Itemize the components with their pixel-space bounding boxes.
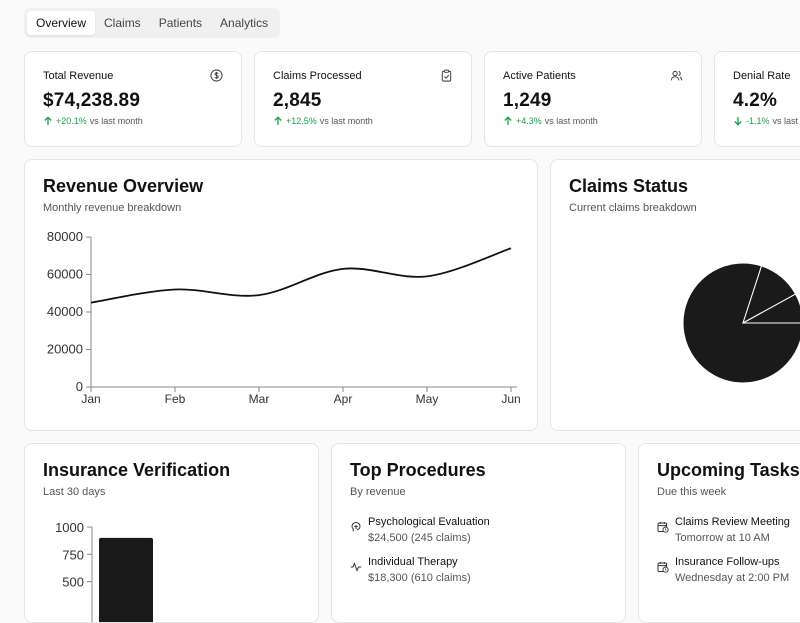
y-tick-label: 0 — [76, 379, 83, 394]
stat-change-suffix: vs last month — [544, 116, 598, 126]
stat-change-suffix: vs last month — [772, 116, 800, 126]
task-item[interactable]: Insurance Follow-ups Wednesday at 2:00 P… — [657, 555, 789, 585]
bar — [99, 537, 153, 622]
y-tick-label: 1000 — [55, 520, 84, 535]
y-tick-label: 500 — [62, 575, 84, 590]
task-detail: Wednesday at 2:00 PM — [675, 572, 790, 584]
task-item[interactable]: Claims Review Meeting Tomorrow at 10 AM — [657, 515, 790, 545]
revenue-series-line — [90, 247, 512, 304]
stat-label: Total Revenue — [43, 70, 114, 82]
card-subtitle: Current claims breakdown — [569, 202, 697, 214]
tab-patients[interactable]: Patients — [158, 16, 203, 30]
stat-change-percent: -1.1% — [746, 116, 770, 126]
arrow-up-icon — [274, 116, 282, 125]
card-subtitle: Due this week — [657, 486, 727, 498]
procedure-name: Individual Therapy — [368, 556, 458, 568]
x-tick-label: Jan — [81, 392, 100, 406]
stat-card-claims-processed: Claims Processed 2,845 +12.5% vs last mo… — [254, 51, 472, 147]
y-tick-label: 750 — [62, 547, 84, 562]
brain-icon — [351, 522, 361, 532]
dollar-circle-icon — [210, 69, 223, 82]
stat-card-total-revenue: Total Revenue $74,238.89 +20.1% vs last … — [24, 51, 242, 147]
y-tick-label: 60000 — [47, 267, 83, 282]
stat-change: +4.3% vs last month — [503, 116, 598, 126]
stat-value: $74,238.89 — [43, 90, 141, 111]
stat-change-suffix: vs last month — [319, 116, 373, 126]
stat-change: +20.1% vs last month — [43, 116, 143, 126]
card-subtitle: Monthly revenue breakdown — [43, 202, 182, 214]
task-name: Claims Review Meeting — [675, 516, 790, 528]
stat-card-denial-rate: Denial Rate 4.2% -1.1% vs last month — [714, 51, 800, 147]
x-tick-label: Feb — [165, 392, 186, 406]
arrow-up-icon — [504, 116, 512, 125]
stat-label: Claims Processed — [273, 70, 362, 82]
tab-bar: Overview Claims Patients Analytics — [24, 8, 281, 38]
calendar-clock-icon — [657, 522, 669, 533]
stat-card-active-patients: Active Patients 1,249 +4.3% vs last mont… — [484, 51, 702, 147]
y-tick-label: 80000 — [47, 229, 83, 244]
card-title: Top Procedures — [350, 460, 486, 480]
card-subtitle: Last 30 days — [43, 486, 106, 498]
task-name: Insurance Follow-ups — [675, 556, 780, 568]
revenue-line-chart: 0 20000 40000 60000 80000 Jan Feb Mar Apr May Jun — [47, 229, 521, 406]
card-title: Claims Status — [569, 176, 689, 196]
arrow-down-icon — [734, 117, 742, 126]
pie-slice — [682, 262, 800, 384]
stat-change: -1.1% vs last month — [733, 116, 800, 126]
tab-analytics[interactable]: Analytics — [220, 16, 269, 30]
stat-change-percent: +12.5% — [286, 116, 317, 126]
stat-value: 2,845 — [273, 90, 322, 111]
calendar-clock-icon — [657, 562, 669, 573]
procedure-item[interactable]: Psychological Evaluation $24,500 (245 cl… — [350, 515, 490, 545]
clipboard-check-icon — [441, 69, 452, 82]
y-tick-label: 20000 — [47, 342, 83, 357]
insurance-bar-chart: 1000 750 500 — [55, 520, 153, 622]
stat-change-suffix: vs last month — [89, 116, 143, 126]
revenue-overview-card: Revenue Overview Monthly revenue breakdo… — [24, 159, 538, 431]
upcoming-tasks-card: Upcoming Tasks Due this week Claims Revi… — [638, 443, 800, 623]
claims-pie-chart — [682, 262, 800, 384]
arrow-up-icon — [44, 116, 52, 125]
stat-label: Denial Rate — [733, 70, 791, 82]
stat-change-percent: +20.1% — [56, 116, 87, 126]
x-tick-label: Mar — [249, 392, 270, 406]
task-detail: Tomorrow at 10 AM — [675, 532, 770, 544]
stat-value: 1,249 — [503, 90, 552, 111]
stat-change-percent: +4.3% — [516, 116, 542, 126]
tab-overview[interactable]: Overview — [27, 11, 96, 35]
procedure-detail: $24,500 (245 claims) — [368, 532, 471, 544]
pie-slice — [742, 293, 800, 324]
tab-claims[interactable]: Claims — [104, 16, 141, 30]
stat-label: Active Patients — [503, 70, 576, 82]
y-tick-label: 40000 — [47, 304, 83, 319]
users-icon — [670, 70, 683, 81]
x-tick-label: Jun — [501, 392, 520, 406]
top-procedures-card: Top Procedures By revenue Psychological … — [331, 443, 626, 623]
card-title: Upcoming Tasks — [657, 460, 800, 480]
procedure-name: Psychological Evaluation — [368, 516, 490, 528]
card-subtitle: By revenue — [350, 486, 406, 498]
x-tick-label: Apr — [334, 392, 353, 406]
insurance-verification-card: Insurance Verification Last 30 days 1000… — [24, 443, 319, 623]
procedure-detail: $18,300 (610 claims) — [368, 572, 471, 584]
stat-value: 4.2% — [733, 90, 778, 111]
card-title: Revenue Overview — [43, 176, 204, 196]
card-title: Insurance Verification — [43, 460, 231, 480]
claims-status-card: Claims Status Current claims breakdown — [550, 159, 800, 431]
activity-icon — [350, 562, 362, 572]
procedure-item[interactable]: Individual Therapy $18,300 (610 claims) — [350, 555, 471, 585]
x-tick-label: May — [416, 392, 439, 406]
stat-change: +12.5% vs last month — [273, 116, 373, 126]
